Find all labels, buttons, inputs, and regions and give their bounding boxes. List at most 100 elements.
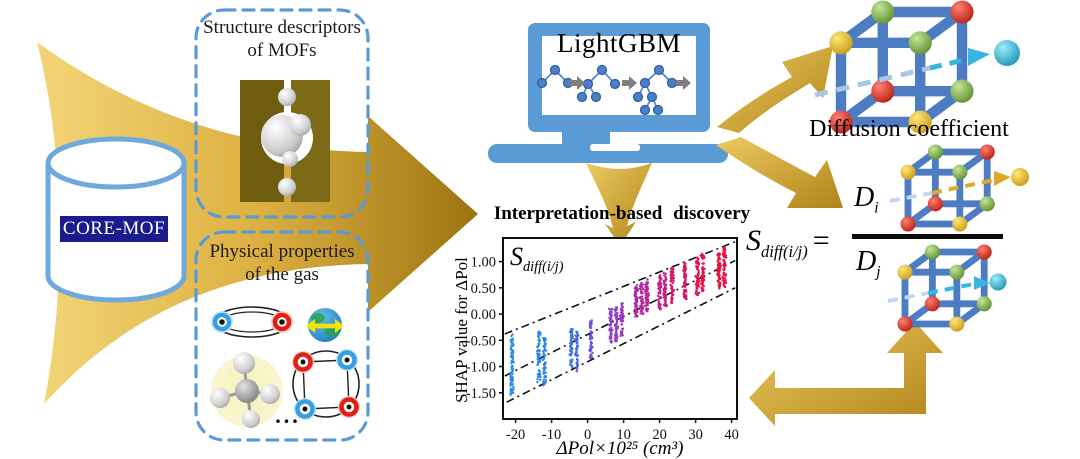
scatter-point xyxy=(641,307,645,310)
scatter-point xyxy=(569,336,573,339)
scatter-point xyxy=(536,348,540,352)
scatter-point xyxy=(509,389,512,392)
ellipsis-more-label: ... xyxy=(275,403,301,428)
scatter-point xyxy=(576,363,580,367)
scatter-point xyxy=(542,353,545,356)
scatter-point xyxy=(700,275,703,278)
gas-ball-cyan-large-icon xyxy=(994,40,1020,66)
structure-box-title: Structure descriptors of MOFs xyxy=(196,16,368,62)
scatter-point xyxy=(696,277,699,280)
scatter-point xyxy=(663,304,666,307)
scatter-point xyxy=(538,378,542,382)
scatter-point xyxy=(722,280,726,283)
scatter-point xyxy=(511,354,514,357)
scatter-point xyxy=(723,284,726,287)
scatter-point xyxy=(538,352,541,356)
scatter-point xyxy=(639,287,642,290)
scatter-point xyxy=(589,341,593,345)
scatter-point xyxy=(722,258,725,262)
formula-equals: = xyxy=(812,224,830,257)
scatter-point xyxy=(620,314,624,318)
scatter-point xyxy=(621,334,624,337)
pore-channel-icon xyxy=(240,80,330,202)
scatter-point xyxy=(510,351,513,355)
scatter-point xyxy=(542,380,545,384)
physical-box-title: Physical properties of the gas xyxy=(196,240,368,286)
scatter-point xyxy=(608,327,612,330)
scatter-point xyxy=(589,320,592,323)
scatter-point xyxy=(645,298,648,302)
mof-cube-di-icon xyxy=(900,144,994,231)
scatter-point xyxy=(672,279,675,283)
scatter-point xyxy=(570,327,573,331)
scatter-point xyxy=(702,284,705,288)
scatter-point xyxy=(697,261,701,265)
scatter-point xyxy=(541,350,545,353)
scatter-point xyxy=(609,340,613,343)
scatter-point xyxy=(722,277,726,280)
scatter-point xyxy=(610,336,613,340)
scatter-point xyxy=(511,339,514,342)
scatter-point xyxy=(537,331,540,335)
scatter-point xyxy=(619,334,622,337)
scatter-point xyxy=(717,256,720,259)
scatter-point xyxy=(659,292,662,295)
structure-descriptors-box xyxy=(194,8,370,219)
scatter-point xyxy=(568,330,572,334)
scatter-point xyxy=(664,296,667,299)
formula-lhs-base: S xyxy=(746,224,761,257)
scatter-point xyxy=(608,329,612,332)
scatter-point xyxy=(536,358,540,361)
scatter-point xyxy=(716,269,719,273)
core-mof-database-label: CORE-MOF xyxy=(60,216,168,242)
scatter-point xyxy=(576,345,579,349)
scatter-point xyxy=(659,306,662,310)
y-tick-label: -1.50 xyxy=(466,386,496,402)
scatter-point xyxy=(682,265,686,268)
scatter-point xyxy=(571,366,574,369)
scatter-point xyxy=(716,253,719,257)
shap-scatter-plot: -20 -10 0 10 20 30 40 1.00 0.50 0.00 -0.50 -1.00 -1.… xyxy=(440,232,760,459)
x-tick-label: -10 xyxy=(542,427,561,443)
scatter-point xyxy=(685,297,688,301)
scatter-point xyxy=(509,374,512,377)
mof-cube-large-icon xyxy=(829,0,973,133)
scatter-point xyxy=(537,336,541,339)
scatter-point xyxy=(718,261,721,264)
scatter-point xyxy=(575,361,578,365)
scatter-point xyxy=(511,365,514,368)
scatter-point xyxy=(659,276,662,280)
scatter-point xyxy=(620,302,623,305)
scatter-point xyxy=(639,295,643,299)
scatter-point xyxy=(697,269,700,272)
scatter-point xyxy=(618,314,622,318)
scatter-point xyxy=(576,332,579,335)
denominator-sub: j xyxy=(876,263,881,281)
scatter-point xyxy=(591,351,594,354)
scatter-point xyxy=(721,253,725,257)
scatter-point xyxy=(663,274,666,277)
scatter-point xyxy=(543,371,546,375)
di-path-arrow-icon xyxy=(889,171,1011,203)
scatter-point xyxy=(589,348,593,352)
scatter-point xyxy=(575,340,578,343)
scatter-point xyxy=(644,288,647,291)
scatter-point xyxy=(577,334,580,337)
scatter-point xyxy=(573,338,577,341)
scatter-point xyxy=(682,281,686,284)
polarizability-sphere-icon xyxy=(306,308,344,342)
scatter-point xyxy=(663,279,667,283)
plot-annotation-sub: diff(i/j) xyxy=(523,259,564,276)
scatter-point xyxy=(645,286,648,290)
scatter-point xyxy=(695,285,698,289)
x-tick-label: 40 xyxy=(724,427,739,443)
scatter-point xyxy=(646,278,649,281)
plot-x-axis-label: ΔPol×10²⁵ (cm³) xyxy=(556,438,684,459)
scatter-point xyxy=(588,322,592,326)
main-flow-arrow-icon xyxy=(37,42,478,404)
scatter-point xyxy=(536,344,540,348)
scatter-point xyxy=(645,307,648,310)
scatter-point xyxy=(641,287,645,291)
quadrupole-molecule-icon xyxy=(292,349,360,420)
scatter-point xyxy=(683,267,687,270)
